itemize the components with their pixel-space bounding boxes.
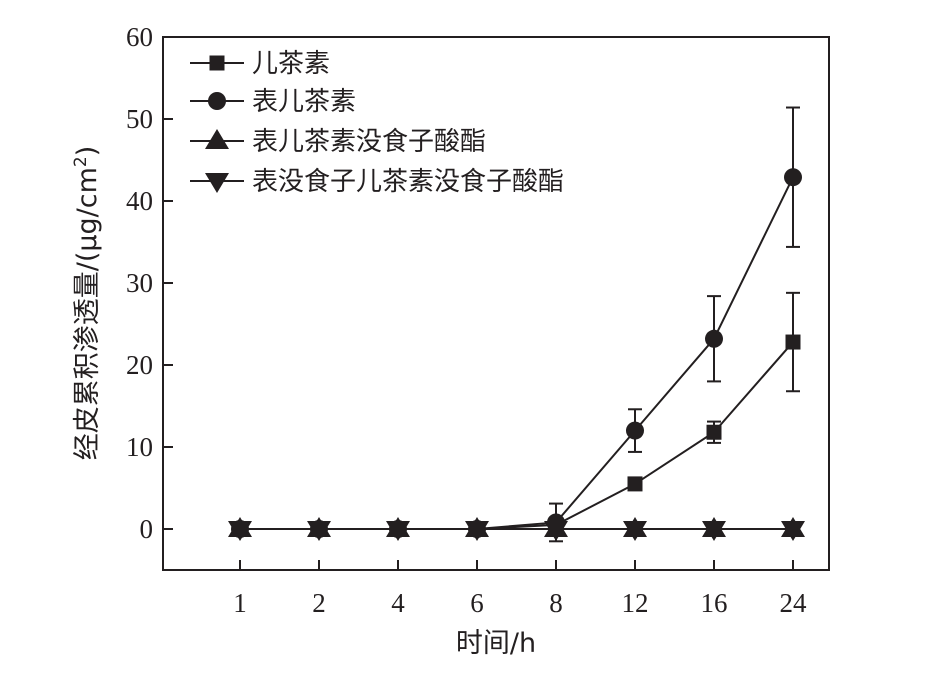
legend-marker <box>205 129 229 149</box>
y-tick-label: 60 <box>126 22 153 52</box>
data-point <box>626 421 644 440</box>
data-point <box>307 521 331 541</box>
data-point <box>785 334 801 350</box>
y-tick-label: 40 <box>126 186 153 216</box>
data-point <box>702 521 726 541</box>
data-point <box>228 521 252 541</box>
data-point <box>706 424 722 440</box>
x-tick-label: 4 <box>391 588 405 618</box>
x-tick-label: 24 <box>780 588 808 618</box>
series-line <box>240 176 794 530</box>
data-point <box>784 168 802 187</box>
legend-marker <box>205 173 229 193</box>
data-point <box>627 476 643 492</box>
x-tick-label: 8 <box>549 588 563 618</box>
x-axis-title: 时间/h <box>456 628 536 659</box>
legend-item: 儿茶素 <box>190 49 330 79</box>
legend-item: 表儿茶素 <box>190 87 356 117</box>
y-tick-label: 20 <box>126 350 153 380</box>
data-point <box>705 329 723 348</box>
legend-label: 儿茶素 <box>252 49 330 79</box>
y-axis-title: 经皮累积渗透量/(μg/cm2) <box>71 146 103 461</box>
y-tick-label: 0 <box>140 514 154 544</box>
x-tick-label: 2 <box>312 588 326 618</box>
plot-frame <box>162 36 830 571</box>
y-axis-title-close: ) <box>72 146 103 157</box>
legend-label: 表没食子儿茶素没食子酸酯 <box>252 167 564 197</box>
legend-marker <box>208 92 226 110</box>
legend-item: 表没食子儿茶素没食子酸酯 <box>190 167 564 197</box>
data-point <box>465 521 489 541</box>
y-tick-label: 10 <box>126 432 153 462</box>
y-tick-label: 30 <box>126 268 153 298</box>
legend-marker <box>209 55 225 71</box>
data-point <box>386 521 410 541</box>
legend-label: 表儿茶素没食子酸酯 <box>252 127 486 157</box>
y-tick-label: 50 <box>126 104 153 134</box>
x-tick-label: 12 <box>622 588 649 618</box>
series-1 <box>232 291 801 537</box>
y-axis-title-sup: 2 <box>71 156 91 167</box>
y-axis: 0 10 20 30 40 50 60 <box>126 22 173 544</box>
series-4 <box>228 521 805 541</box>
x-tick-label: 1 <box>233 588 247 618</box>
legend-item: 表儿茶素没食子酸酯 <box>190 127 486 157</box>
series-layer <box>228 106 805 543</box>
x-tick-label: 16 <box>701 588 728 618</box>
x-axis: 1 2 4 6 8 12 16 24 <box>233 560 807 618</box>
data-point <box>544 521 568 541</box>
legend-label: 表儿茶素 <box>252 87 356 117</box>
y-axis-title-main: 经皮累积渗透量/(μg/cm <box>72 167 103 460</box>
data-point <box>781 521 805 541</box>
data-point <box>623 521 647 541</box>
x-tick-label: 6 <box>470 588 484 618</box>
